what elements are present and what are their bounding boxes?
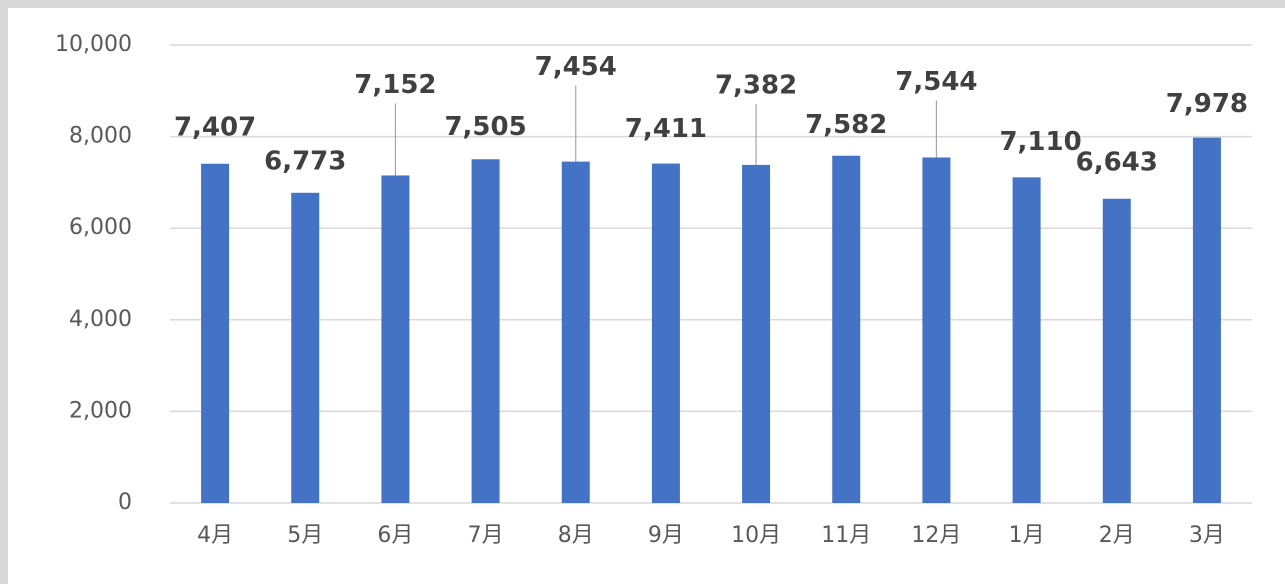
x-tick-label: 12月: [911, 523, 961, 548]
x-tick-label: 6月: [377, 523, 413, 548]
value-label: 7,411: [625, 114, 707, 144]
value-label: 7,110: [999, 127, 1081, 157]
y-tick-label: 6,000: [69, 215, 132, 240]
bar: [651, 163, 680, 503]
value-label: 7,454: [535, 52, 617, 82]
value-label: 7,152: [354, 70, 436, 100]
bar: [1102, 198, 1131, 503]
bar: [832, 155, 861, 504]
y-tick-label: 8,000: [69, 124, 132, 149]
value-label: 7,582: [805, 110, 887, 140]
x-tick-label: 7月: [468, 523, 504, 548]
y-tick-label: 4,000: [69, 307, 132, 332]
bar: [1012, 177, 1041, 503]
bar: [922, 157, 951, 503]
bar: [381, 175, 410, 503]
y-tick-label: 0: [118, 490, 132, 515]
value-label: 7,407: [174, 112, 256, 142]
bar: [742, 164, 771, 503]
y-tick-label: 10,000: [55, 32, 132, 57]
y-tick-label: 2,000: [69, 398, 132, 423]
x-tick-label: 5月: [287, 523, 323, 548]
value-label: 7,382: [715, 70, 797, 100]
chart: 0 2,000 4,000 6,000 8,000 10,000 4月 7,407 5月 6,77…: [8, 8, 1285, 584]
value-label: 6,643: [1076, 147, 1158, 177]
x-tick-label: 1月: [1009, 523, 1045, 548]
bar: [471, 159, 500, 503]
x-tick-label: 2月: [1099, 523, 1135, 548]
x-tick-label: 4月: [197, 523, 233, 548]
x-tick-label: 8月: [558, 523, 594, 548]
bar: [561, 161, 590, 503]
x-tick-label: 11月: [821, 523, 871, 548]
x-tick-label: 10月: [731, 523, 781, 548]
value-label: 7,544: [895, 67, 977, 97]
bar: [201, 163, 230, 503]
x-tick-label: 3月: [1189, 523, 1225, 548]
value-label: 6,773: [264, 146, 346, 176]
value-label: 7,978: [1166, 89, 1248, 119]
value-label: 7,505: [444, 112, 526, 142]
bar: [291, 192, 320, 503]
x-tick-label: 9月: [648, 523, 684, 548]
bar: [1192, 137, 1221, 503]
